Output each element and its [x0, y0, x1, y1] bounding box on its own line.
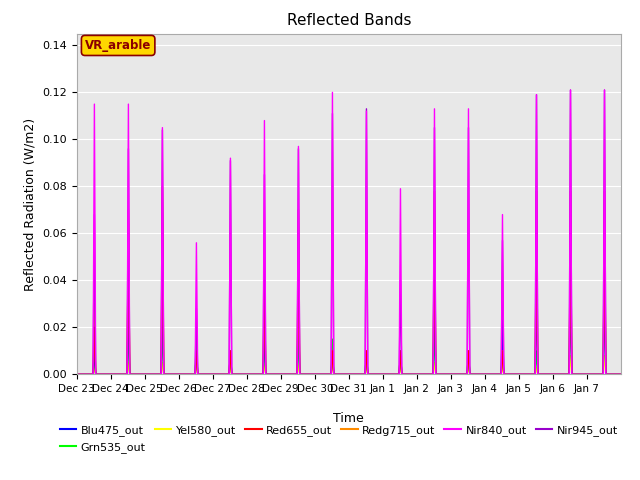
- Line: Redg715_out: Redg715_out: [77, 222, 621, 374]
- Legend: Blu475_out, Grn535_out, Yel580_out, Red655_out, Redg715_out, Nir840_out, Nir945_: Blu475_out, Grn535_out, Yel580_out, Red6…: [55, 421, 623, 457]
- Nir840_out: [369, 372, 377, 377]
- Blu475_out: [498, 337, 506, 343]
- Yel580_out: [539, 372, 547, 377]
- Blu475_out: [186, 372, 193, 377]
- Line: Grn535_out: Grn535_out: [77, 233, 621, 374]
- Yel580_out: [566, 353, 574, 359]
- Yel580_out: [498, 368, 506, 373]
- Nir945_out: [566, 87, 574, 93]
- Redg715_out: [73, 372, 81, 377]
- Red655_out: [498, 357, 506, 362]
- Line: Yel580_out: Yel580_out: [77, 356, 621, 374]
- Nir840_out: [525, 372, 532, 377]
- Nir945_out: [186, 372, 193, 377]
- Nir840_out: [73, 372, 81, 377]
- Redg715_out: [125, 219, 132, 225]
- Yel580_out: [525, 372, 532, 377]
- Redg715_out: [398, 372, 406, 377]
- Redg715_out: [498, 357, 506, 362]
- Nir945_out: [525, 372, 532, 377]
- Redg715_out: [369, 372, 377, 377]
- Nir945_out: [398, 372, 406, 377]
- Grn535_out: [398, 372, 406, 377]
- Nir840_out: [498, 284, 506, 290]
- Text: Time: Time: [333, 412, 364, 425]
- Text: VR_arable: VR_arable: [85, 39, 151, 52]
- Blu475_out: [369, 372, 377, 377]
- Yel580_out: [73, 372, 81, 377]
- Nir945_out: [498, 299, 506, 304]
- Red655_out: [617, 372, 625, 377]
- Blu475_out: [159, 287, 166, 293]
- Yel580_out: [617, 372, 625, 377]
- Grn535_out: [73, 372, 81, 377]
- Red655_out: [186, 372, 193, 377]
- Redg715_out: [525, 372, 532, 377]
- Nir945_out: [539, 372, 547, 377]
- Nir840_out: [566, 87, 574, 93]
- Line: Red655_out: Red655_out: [77, 186, 621, 374]
- Redg715_out: [186, 372, 193, 377]
- Red655_out: [525, 372, 532, 377]
- Red655_out: [73, 372, 81, 377]
- Redg715_out: [539, 372, 547, 377]
- Line: Nir840_out: Nir840_out: [77, 90, 621, 374]
- Nir945_out: [617, 372, 625, 377]
- Nir840_out: [617, 372, 625, 377]
- Blu475_out: [617, 372, 625, 377]
- Grn535_out: [525, 372, 532, 377]
- Nir945_out: [73, 372, 81, 377]
- Red655_out: [369, 372, 377, 377]
- Grn535_out: [498, 359, 506, 364]
- Redg715_out: [617, 372, 625, 377]
- Line: Blu475_out: Blu475_out: [77, 290, 621, 374]
- Title: Reflected Bands: Reflected Bands: [287, 13, 411, 28]
- Grn535_out: [186, 372, 193, 377]
- Blu475_out: [398, 372, 406, 377]
- Red655_out: [539, 372, 547, 377]
- Nir840_out: [398, 372, 406, 377]
- Blu475_out: [525, 372, 532, 377]
- Red655_out: [398, 372, 406, 377]
- Y-axis label: Reflected Radiation (W/m2): Reflected Radiation (W/m2): [24, 118, 36, 290]
- Nir840_out: [539, 372, 547, 377]
- Grn535_out: [369, 372, 377, 377]
- Blu475_out: [73, 372, 81, 377]
- Nir840_out: [186, 372, 193, 377]
- Line: Nir945_out: Nir945_out: [77, 90, 621, 374]
- Red655_out: [159, 183, 166, 189]
- Grn535_out: [617, 372, 625, 377]
- Yel580_out: [369, 372, 377, 377]
- Grn535_out: [566, 230, 574, 236]
- Yel580_out: [398, 372, 406, 377]
- Grn535_out: [539, 372, 547, 377]
- Blu475_out: [539, 372, 547, 377]
- Yel580_out: [186, 372, 193, 377]
- Nir945_out: [369, 372, 377, 377]
